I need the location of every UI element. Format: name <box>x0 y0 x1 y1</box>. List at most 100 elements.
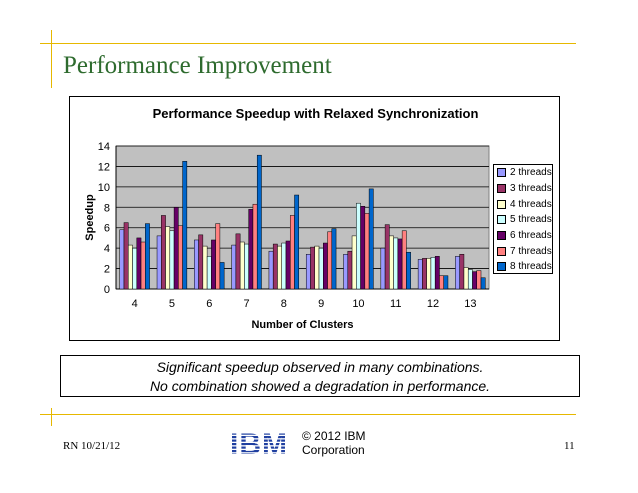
bar-2-threads-13 <box>455 256 460 290</box>
x-axis-title: Number of Clusters <box>251 319 353 331</box>
bar-7-threads-8 <box>289 215 295 290</box>
legend-swatch <box>497 246 506 256</box>
y-tick-label: 10 <box>98 182 110 194</box>
bar-5-threads-11 <box>393 237 399 290</box>
bar-4-threads-11 <box>389 235 394 290</box>
bar-2-threads-8 <box>268 250 274 290</box>
legend-item: 8 threads <box>494 259 552 275</box>
legend-swatch <box>497 199 506 209</box>
bar-7-threads-6 <box>215 223 221 290</box>
callout-rule <box>40 414 576 415</box>
x-tick-label: 10 <box>352 298 364 310</box>
bar-8-threads-11 <box>406 251 411 290</box>
x-tick-label: 13 <box>464 298 476 310</box>
bar-4-threads-12 <box>426 258 432 290</box>
callout-line-1: Significant speedup observed in many com… <box>156 359 484 375</box>
bar-2-threads-4 <box>119 229 125 290</box>
bar-5-threads-5 <box>169 230 175 290</box>
bar-4-threads-4 <box>128 244 133 290</box>
left-rule <box>51 30 52 88</box>
bar-2-threads-9 <box>305 254 311 290</box>
bar-3-threads-7 <box>235 233 241 290</box>
legend-swatch <box>497 262 506 272</box>
bar-7-threads-10 <box>364 213 370 290</box>
x-tick-label: 5 <box>169 298 175 310</box>
bar-3-threads-9 <box>310 246 316 290</box>
bar-4-threads-13 <box>463 267 469 290</box>
legend-swatch <box>497 215 506 225</box>
bar-4-threads-9 <box>314 245 320 290</box>
y-tick-label: 14 <box>98 141 110 153</box>
bar-5-threads-13 <box>467 269 473 290</box>
bar-8-threads-9 <box>331 228 337 290</box>
bar-7-threads-13 <box>476 270 482 290</box>
bar-5-threads-6 <box>206 256 212 290</box>
y-tick-label: 8 <box>104 202 110 214</box>
x-tick-label: 8 <box>281 298 287 310</box>
bar-3-threads-10 <box>347 250 353 290</box>
bar-3-threads-11 <box>384 224 390 290</box>
bar-5-threads-8 <box>281 242 287 290</box>
callout-line-2: No combination showed a degradation in p… <box>149 378 491 394</box>
legend-item: 2 threads <box>494 165 552 181</box>
bar-8-threads-13 <box>480 277 486 290</box>
bar-8-threads-12 <box>443 275 449 290</box>
bar-5-threads-10 <box>356 202 361 290</box>
y-tick-label: 6 <box>104 223 110 235</box>
bar-2-threads-12 <box>417 259 423 290</box>
bar-8-threads-4 <box>145 223 150 290</box>
bar-4-threads-6 <box>202 245 208 290</box>
bar-7-threads-12 <box>439 275 444 290</box>
bar-3-threads-4 <box>123 222 129 290</box>
bar-6-threads-13 <box>472 271 477 290</box>
legend-label: 4 threads <box>510 198 552 210</box>
bar-4-threads-10 <box>351 235 357 290</box>
top-rule <box>40 43 576 44</box>
bar-3-threads-8 <box>272 243 278 290</box>
bar-6-threads-6 <box>211 239 216 290</box>
bar-8-threads-7 <box>256 154 262 290</box>
y-tick-label: 12 <box>98 161 110 173</box>
bar-3-threads-13 <box>459 254 465 290</box>
bar-6-threads-12 <box>434 256 440 290</box>
bar-6-threads-5 <box>173 207 179 290</box>
legend-swatch <box>497 168 506 178</box>
y-axis-title: Speedup <box>84 194 96 241</box>
bar-7-threads-11 <box>401 230 407 290</box>
bar-3-threads-6 <box>198 234 204 290</box>
legend-item: 5 threads <box>494 212 552 228</box>
bar-4-threads-7 <box>239 241 245 290</box>
chart-legend: 2 threads 3 threads 4 threads 5 threads 6 th… <box>493 164 553 274</box>
legend-item: 3 threads <box>494 181 552 197</box>
bar-3-threads-5 <box>161 215 166 290</box>
legend-label: 2 threads <box>510 167 552 179</box>
bar-5-threads-7 <box>244 243 249 290</box>
bar-5-threads-4 <box>132 247 138 290</box>
bar-7-threads-9 <box>327 231 333 290</box>
bar-2-threads-6 <box>194 239 199 290</box>
ibm-logo-icon: IBM <box>230 429 288 457</box>
bar-8-threads-5 <box>182 161 188 290</box>
bar-6-threads-9 <box>323 242 328 290</box>
chart-title: Performance Speedup with Relaxed Synchro… <box>152 106 479 121</box>
x-tick-label: 7 <box>243 298 249 310</box>
bar-6-threads-8 <box>285 240 291 290</box>
legend-item: 7 threads <box>494 243 552 259</box>
bar-4-threads-8 <box>277 245 282 290</box>
x-tick-label: 4 <box>132 298 138 310</box>
bar-2-threads-10 <box>343 254 349 290</box>
bar-8-threads-8 <box>294 194 300 290</box>
bar-6-threads-10 <box>360 206 366 290</box>
footer-copyright: © 2012 IBM Corporation <box>302 429 366 457</box>
callout-box: Significant speedup observed in many com… <box>60 355 580 397</box>
copyright-line-2: Corporation <box>302 443 365 457</box>
bar-2-threads-11 <box>380 247 386 290</box>
bar-8-threads-10 <box>368 188 374 290</box>
legend-item: 4 threads <box>494 196 552 212</box>
x-tick-label: 6 <box>206 298 212 310</box>
bar-5-threads-12 <box>430 257 436 290</box>
x-tick-label: 11 <box>390 298 401 310</box>
bar-6-threads-11 <box>397 238 403 290</box>
bar-3-threads-12 <box>422 258 427 290</box>
